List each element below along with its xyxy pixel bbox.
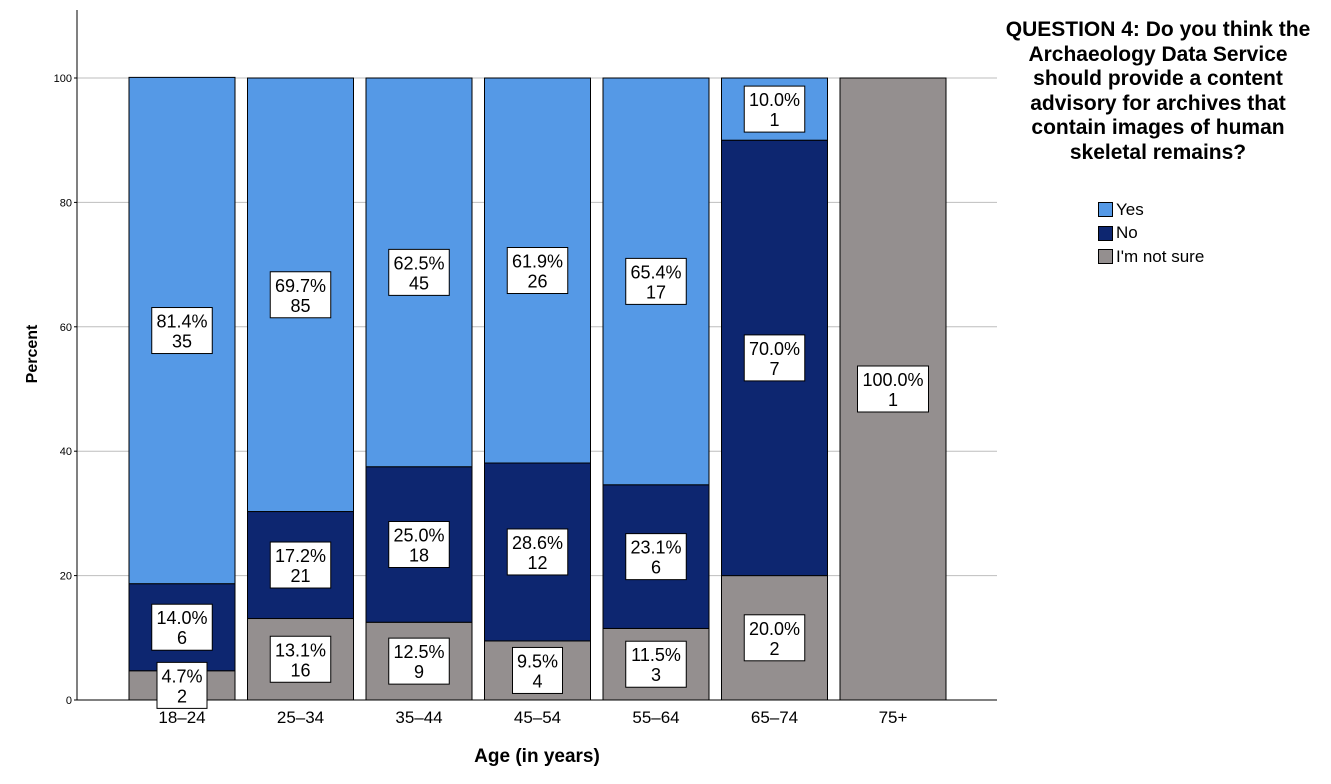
data-label-count: 21 [290, 566, 310, 586]
data-label-box [857, 365, 929, 413]
data-label-percent: 10.0% [749, 90, 800, 110]
data-label-box [743, 614, 806, 662]
data-label-box [506, 528, 569, 576]
data-label-box [743, 85, 806, 133]
data-label-box [506, 247, 569, 295]
data-label-percent: 23.1% [630, 538, 681, 558]
data-label-box [151, 603, 213, 651]
x-tick-label: 65–74 [751, 708, 798, 727]
y-tick-label: 40 [60, 446, 72, 458]
data-labels: 4.7%214.0%681.4%3513.1%1617.2%2169.7%851… [151, 85, 929, 709]
data-label-box [156, 661, 208, 709]
legend-item: No [1098, 222, 1204, 246]
data-label-box [388, 248, 450, 296]
data-label-count: 85 [290, 296, 310, 316]
legend-swatch [1098, 225, 1113, 241]
data-label-count: 1 [769, 110, 779, 130]
data-label-count: 9 [414, 662, 424, 682]
data-label-box [388, 521, 450, 568]
data-label-percent: 65.4% [630, 262, 681, 282]
data-label-count: 6 [651, 558, 661, 578]
data-label-count: 7 [769, 359, 779, 379]
legend-swatch [1098, 202, 1113, 218]
data-label-box [625, 640, 687, 688]
data-label-percent: 28.6% [512, 533, 563, 553]
data-label-count: 16 [290, 660, 310, 680]
data-label-percent: 13.1% [275, 640, 326, 660]
data-label-box [625, 257, 687, 305]
tick-labels: 0 20 40 60 80 100 18–24 25–34 35–44 45–54 55–64 65–… [54, 73, 908, 727]
legend-item: Yes [1098, 198, 1204, 222]
data-label-percent: 62.5% [393, 253, 444, 273]
data-label-box [151, 307, 213, 355]
data-label-count: 26 [527, 272, 547, 292]
legend: Yes No I'm not sure [1098, 198, 1204, 269]
x-tick-label: 75+ [879, 708, 908, 727]
data-label-percent: 11.5% [631, 645, 681, 665]
y-axis-label: Percent [24, 324, 41, 383]
legend-label: I'm not sure [1116, 246, 1205, 266]
data-label-count: 45 [409, 273, 429, 293]
y-tick-label: 100 [54, 73, 72, 85]
data-label-percent: 70.0% [749, 339, 800, 359]
legend-label: No [1116, 223, 1138, 243]
x-tick-label: 55–64 [632, 708, 679, 727]
y-tick-label: 20 [60, 571, 72, 583]
data-label-percent: 81.4% [156, 312, 207, 332]
bars [128, 76, 947, 701]
data-label-percent: 4.7% [161, 666, 202, 686]
data-label-count: 12 [527, 553, 547, 573]
chart-title: QUESTION 4: Do you think the Archaeology… [1005, 18, 1311, 164]
data-label-count: 17 [646, 282, 666, 302]
data-label-count: 6 [177, 628, 187, 648]
data-label-count: 35 [172, 332, 192, 352]
data-label-count: 3 [651, 665, 661, 685]
data-label-box [269, 541, 332, 589]
data-label-percent: 17.2% [275, 546, 326, 566]
data-label-count: 2 [177, 686, 187, 706]
data-label-percent: 61.9% [512, 252, 563, 272]
x-tick-label: 45–54 [514, 708, 561, 727]
data-label-count: 18 [409, 546, 429, 566]
y-tick-label: 80 [60, 197, 72, 209]
data-label-box [388, 637, 450, 685]
data-label-box [625, 533, 687, 581]
data-label-percent: 14.0% [156, 608, 207, 628]
stacked-bar-chart: 4.7%214.0%681.4%3513.1%1617.2%2169.7%851… [24, 10, 997, 767]
data-label-percent: 25.0% [393, 526, 444, 546]
data-label-percent: 69.7% [275, 276, 326, 296]
data-label-percent: 20.0% [749, 619, 800, 639]
x-tick-label: 35–44 [395, 708, 442, 727]
legend-label: Yes [1116, 199, 1144, 219]
data-label-percent: 100.0% [862, 370, 923, 390]
data-label-box [269, 635, 332, 683]
data-label-count: 2 [769, 639, 779, 659]
data-label-percent: 9.5% [517, 651, 558, 671]
data-label-box [269, 271, 332, 319]
data-label-count: 1 [888, 390, 898, 410]
data-label-box [512, 646, 563, 694]
data-label-count: 4 [532, 671, 542, 691]
y-tick-label: 60 [60, 322, 72, 334]
data-label-box [743, 334, 806, 382]
legend-swatch [1098, 249, 1113, 265]
x-tick-label: 25–34 [277, 708, 324, 727]
data-label-percent: 12.5% [393, 642, 444, 662]
x-tick-label: 18–24 [158, 708, 205, 727]
legend-item: I'm not sure [1098, 245, 1204, 269]
x-axis-label: Age (in years) [474, 746, 600, 767]
y-tick-label: 0 [66, 695, 72, 707]
